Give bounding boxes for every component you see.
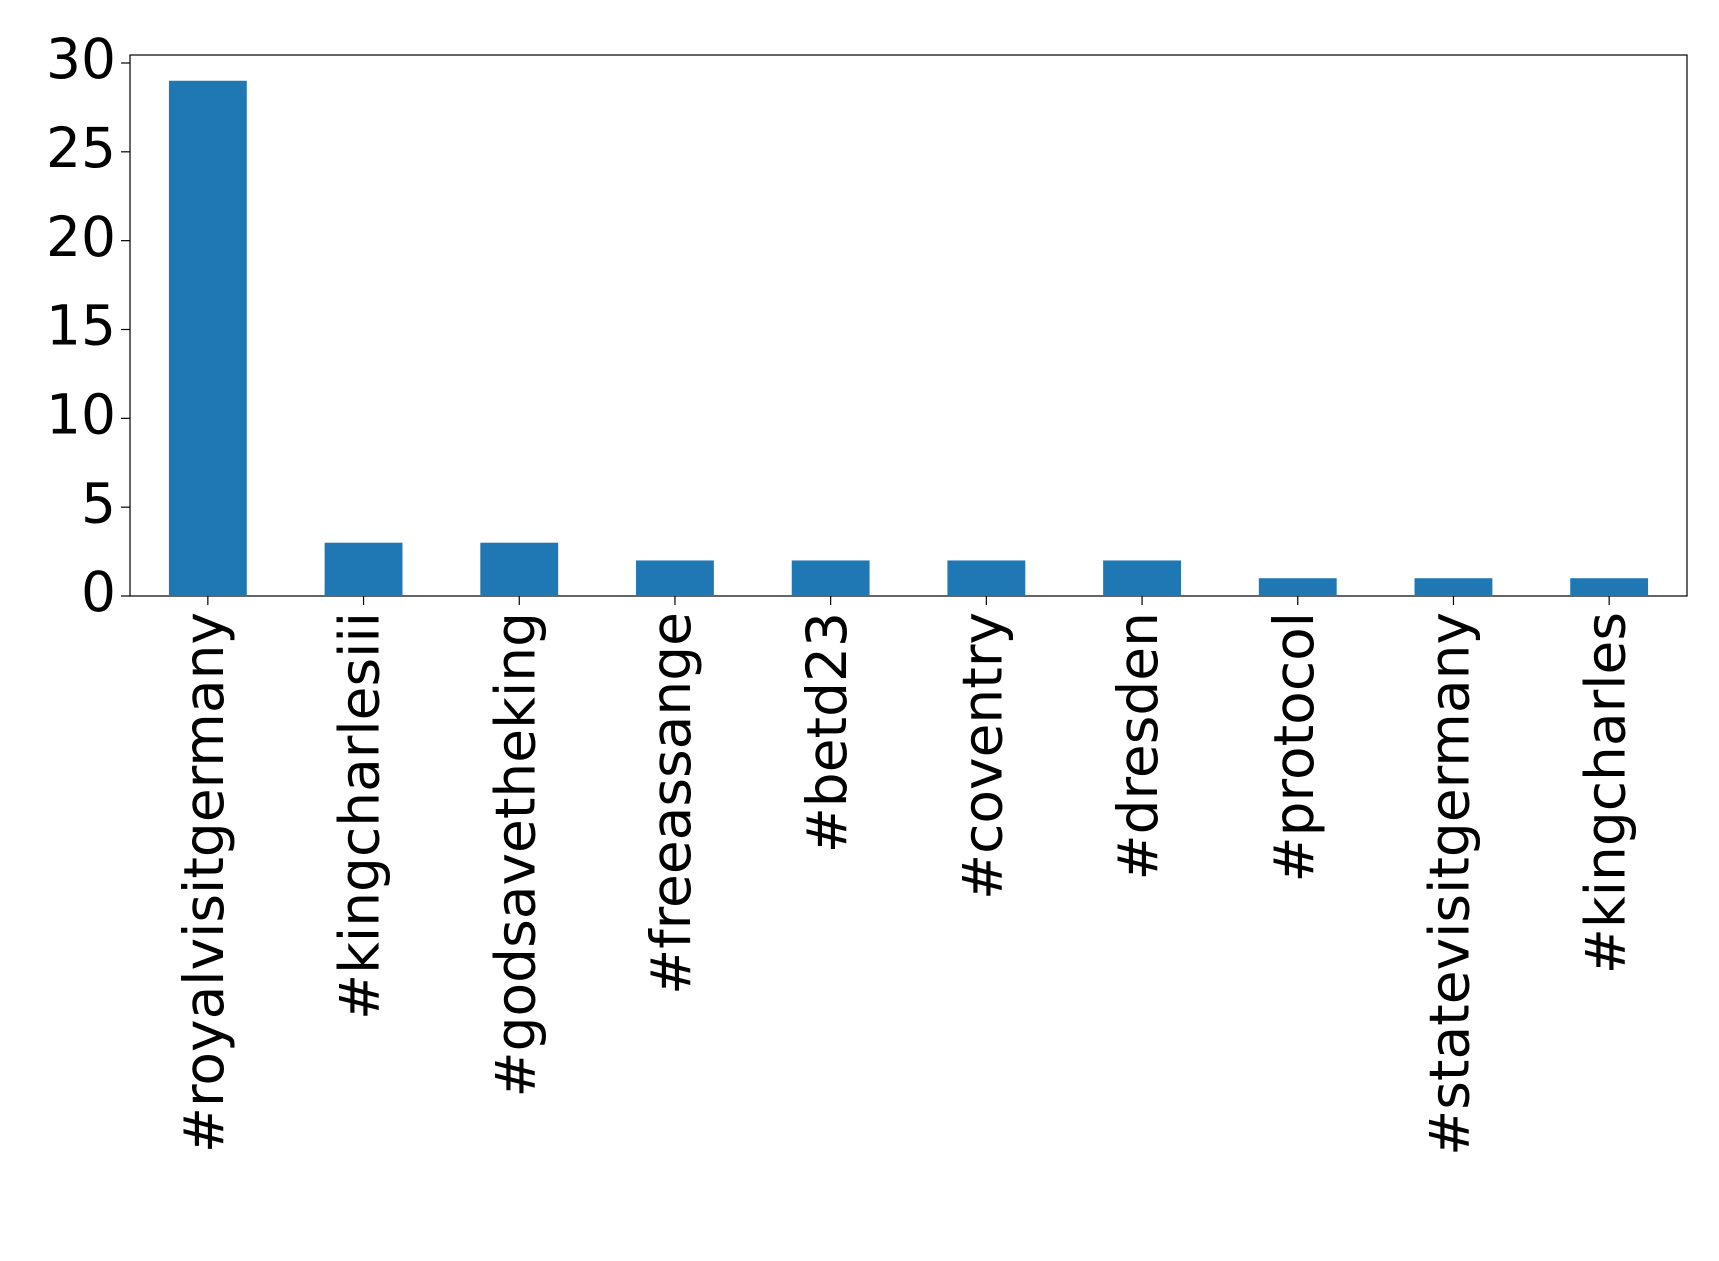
y-tick-label: 20 bbox=[46, 205, 116, 269]
x-tick-label: #protocol bbox=[1262, 612, 1326, 882]
x-tick-label: #dresden bbox=[1106, 612, 1170, 881]
x-tick-label: #kingcharlesiii bbox=[328, 612, 392, 1020]
bar bbox=[947, 560, 1026, 596]
x-tick-label: #betd23 bbox=[795, 612, 859, 853]
y-tick-label: 25 bbox=[46, 116, 116, 180]
x-tick-label: #kingcharles bbox=[1573, 612, 1637, 974]
bar bbox=[1414, 578, 1493, 596]
x-tick-label: #godsavetheking bbox=[483, 612, 547, 1097]
y-tick-label: 15 bbox=[46, 294, 116, 358]
x-tick-label: #statevisitgermany bbox=[1418, 612, 1482, 1156]
y-tick-label: 10 bbox=[46, 382, 116, 446]
x-tick-label: #royalvisitgermany bbox=[172, 612, 236, 1153]
y-tick-label: 5 bbox=[81, 471, 116, 535]
bar bbox=[636, 560, 714, 596]
x-tick-label: #coventry bbox=[950, 612, 1014, 900]
plot-frame bbox=[129, 54, 1688, 597]
bar bbox=[1570, 578, 1649, 596]
bar bbox=[168, 80, 247, 596]
bar bbox=[324, 542, 403, 596]
y-tick-label: 0 bbox=[81, 560, 116, 624]
x-tick-label: #freeassange bbox=[639, 612, 703, 995]
bar bbox=[480, 542, 559, 596]
bar bbox=[791, 560, 870, 596]
y-tick-label: 30 bbox=[46, 27, 116, 91]
bar bbox=[1103, 560, 1181, 596]
bar bbox=[1258, 578, 1337, 596]
